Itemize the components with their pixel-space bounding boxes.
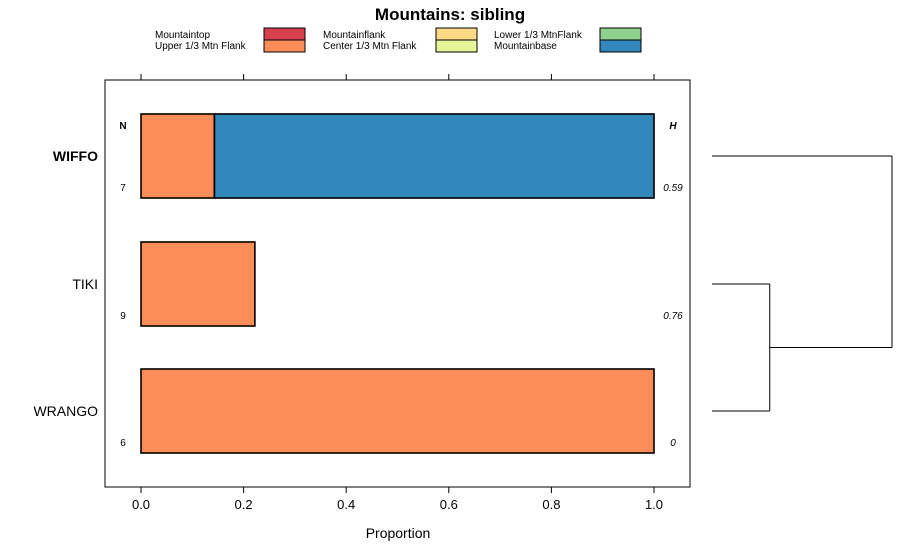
- bar-outline: [140, 241, 256, 327]
- n-value-wrango: 6: [120, 438, 126, 449]
- x-tick-label: 0.6: [440, 497, 458, 512]
- category-label-tiki: TIKI: [72, 276, 98, 292]
- n-column-header: N: [119, 121, 126, 132]
- x-tick-label: 0.0: [132, 497, 150, 512]
- bar-segment-wrango-upper-1-3-mtn-flank: [141, 369, 654, 453]
- legend-swatch-lower-1-3-mtnflank: [599, 27, 642, 41]
- h-column-header: H: [669, 121, 677, 132]
- legend-swatch-mountainbase: [599, 39, 642, 53]
- legend-label-mountainflank: Mountainflank: [323, 30, 386, 41]
- h-value-wrango: 0: [670, 438, 676, 449]
- h-value-wiffo: 0.59: [663, 183, 683, 194]
- category-label-wiffo: WIFFO: [53, 148, 98, 164]
- bar-outline: [213, 113, 655, 199]
- bar-segment-wiffo-upper-1-3-mtn-flank: [141, 114, 215, 198]
- h-value-tiki: 0.76: [663, 311, 683, 322]
- x-tick-label: 0.4: [337, 497, 355, 512]
- plot-area: 0.0 0.2 0.4 0.6 0.8 1.0 Proportion N H WIFFO 7 0.59…: [33, 74, 691, 541]
- legend-swatch-mountainflank: [435, 27, 478, 41]
- x-tick-label: 1.0: [645, 497, 663, 512]
- n-value-tiki: 9: [120, 311, 126, 322]
- legend-label-mountainbase: Mountainbase: [494, 41, 557, 52]
- x-axis-label: Proportion: [366, 525, 431, 541]
- legend-swatch-mountaintop: [263, 27, 306, 41]
- chart-title: Mountains: sibling: [375, 5, 525, 24]
- legend-label-center-1-3-mtn-flank: Center 1/3 Mtn Flank: [323, 41, 417, 52]
- n-value-wiffo: 7: [120, 183, 126, 194]
- bar-segment-tiki-upper-1-3-mtn-flank: [141, 242, 255, 326]
- x-tick-label: 0.8: [542, 497, 560, 512]
- legend: Mountaintop Mountainflank Lower 1/3 MtnFla…: [155, 27, 642, 53]
- legend-swatch-upper-1-3-mtn-flank: [263, 39, 306, 53]
- legend-label-lower-1-3-mtnflank: Lower 1/3 MtnFlank: [494, 30, 583, 41]
- legend-swatch-center-1-3-mtn-flank: [435, 39, 478, 53]
- legend-label-mountaintop: Mountaintop: [155, 30, 210, 41]
- bar-segment-wiffo-mountainbase: [214, 114, 654, 198]
- category-label-wrango: WRANGO: [33, 403, 98, 419]
- bar-outline: [140, 368, 655, 454]
- legend-label-upper-1-3-mtn-flank: Upper 1/3 Mtn Flank: [155, 41, 247, 52]
- plot-frame: [104, 79, 691, 488]
- x-tick-label: 0.2: [235, 497, 253, 512]
- dendrogram: [712, 155, 893, 412]
